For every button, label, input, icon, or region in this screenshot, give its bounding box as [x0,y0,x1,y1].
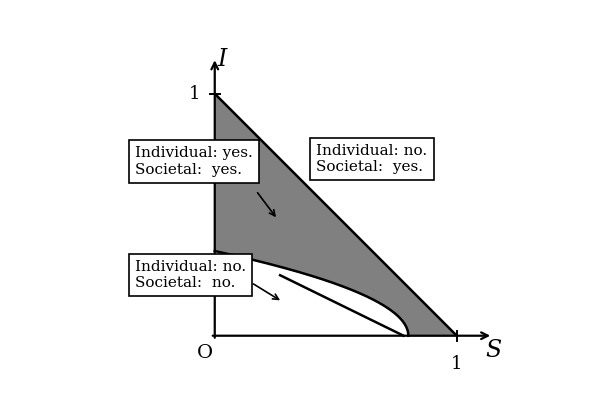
Polygon shape [215,94,457,336]
Text: 1: 1 [451,355,462,373]
Text: S: S [485,339,501,362]
Text: Individual: yes.
Societal:  yes.: Individual: yes. Societal: yes. [135,146,253,176]
Text: Individual: no.
Societal:  yes.: Individual: no. Societal: yes. [316,144,427,174]
Text: Individual: no.
Societal:  no.: Individual: no. Societal: no. [135,260,246,291]
Text: O: O [197,344,213,362]
Text: 1: 1 [189,85,200,103]
Text: I: I [217,48,227,71]
